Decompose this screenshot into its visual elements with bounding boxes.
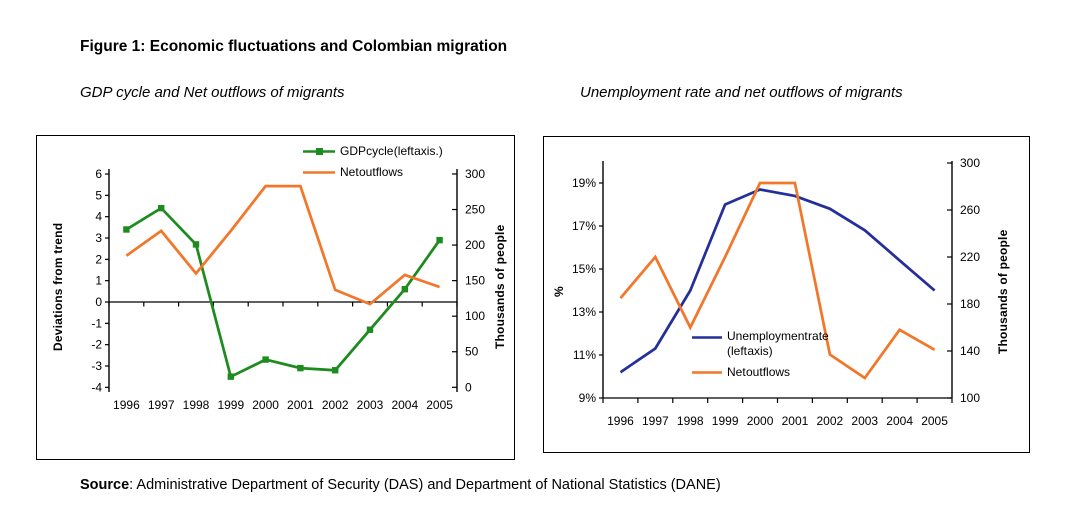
right-axis-tick-label: 50 [465, 345, 479, 359]
right-axis-tick-label: 150 [465, 274, 485, 288]
figure-title: Figure 1: Economic fluctuations and Colo… [80, 38, 508, 55]
x-axis-label: 2003 [851, 414, 878, 428]
series-marker-gdp_green [366, 326, 374, 333]
x-axis-label: 2005 [426, 398, 453, 412]
right-axis-tick-label: 180 [960, 297, 980, 311]
left-axis-tick-label: 4 [95, 210, 102, 224]
series-marker-gdp_green [297, 364, 304, 372]
x-axis-label: 2000 [747, 414, 774, 428]
left-chart-subtitle: GDP cycle and Net outflows of migrants [80, 84, 345, 101]
right-axis-tick-label: 100 [465, 309, 485, 323]
left-axis-tick-label: 2 [95, 252, 102, 266]
left-chart-left-axis-title: Deviations from trend [51, 222, 65, 351]
legend-item-net-outflows-left: Net outflows [303, 165, 443, 180]
x-axis-label: 2003 [357, 398, 384, 412]
x-axis-label: 1998 [183, 398, 210, 412]
left-axis-tick-label: 9% [579, 391, 597, 405]
source-line: Source: Administrative Department of Sec… [80, 477, 721, 493]
series-line-outflows_orange [619, 181, 936, 380]
x-axis-label: 2004 [391, 398, 418, 412]
left-axis-tick-label: 1 [95, 274, 102, 288]
unemployment-line-swatch-icon [692, 336, 722, 339]
x-axis-label: 2005 [921, 414, 948, 428]
left-axis-tick-label: 6 [95, 167, 102, 181]
gdp-line-swatch-icon [303, 148, 335, 155]
legend-label-net-outflows: Net outflows [727, 365, 791, 379]
outflows-line-swatch-icon [303, 171, 335, 174]
legend-item-gdp-cycle: GDP cycle (left axis.) [303, 144, 443, 159]
series-line-unemployment_navy [619, 188, 936, 374]
right-axis-tick-label: 220 [960, 250, 980, 264]
left-axis-tick-label: -4 [91, 380, 102, 394]
outflows-line-swatch-icon [692, 371, 722, 374]
series-marker-gdp_green [227, 373, 234, 380]
series-marker-gdp_green [332, 367, 339, 374]
series-marker-gdp_green [192, 241, 200, 248]
x-axis-label: 1999 [712, 414, 739, 428]
source-label: Source [80, 477, 130, 493]
left-axis-tick-label: -1 [91, 316, 102, 330]
series-marker-gdp_green [436, 236, 443, 244]
right-axis-tick-label: 300 [465, 167, 485, 181]
left-axis-tick-label: -3 [91, 359, 102, 373]
right-axis-tick-label: 0 [465, 380, 472, 394]
x-axis-label: 2004 [886, 414, 913, 428]
right-chart-right-axis-title: Thousands of people [996, 229, 1010, 354]
legend-label-net-outflows: Net outflows [340, 165, 404, 179]
x-axis-label: 2002 [322, 398, 349, 412]
x-axis-label: 1996 [607, 414, 634, 428]
left-chart-right-axis-title: Thousands of people [493, 224, 507, 349]
right-chart-legend: Unemployment rate (left axis) Net outflo… [692, 329, 832, 380]
series-line-gdp_green [125, 206, 441, 379]
right-axis-tick-label: 140 [960, 344, 980, 358]
x-axis-label: 1998 [677, 414, 704, 428]
series-marker-gdp_green [401, 286, 408, 293]
left-axis-tick-label: 15% [572, 262, 596, 276]
series-marker-gdp_green [158, 204, 165, 212]
right-axis-tick-label: 250 [465, 203, 485, 217]
gdp-outflows-chart: -4 -3 -2 -1 0 1 2 3 4 5 6 0 50 100 150 200 250 300 1996 199… [91, 167, 485, 412]
right-chart-subtitle: Unemployment rate and net outflows of mi… [580, 84, 903, 101]
legend-item-net-outflows-right: Net outflows [692, 365, 832, 380]
source-text: : Administrative Department of Security … [129, 477, 721, 493]
right-axis-tick-label: 260 [960, 203, 980, 217]
series-marker-gdp_green [262, 356, 269, 363]
right-chart-panel: 9% 11% 13% 15% 17% 19% 100 140 180 220 260 300 1996 1… [543, 136, 1030, 453]
series-line-outflows_orange [125, 184, 441, 306]
left-axis-tick-label: 17% [572, 219, 596, 233]
x-axis-label: 1996 [113, 398, 140, 412]
legend-item-unemployment: Unemployment rate (left axis) [692, 329, 832, 359]
right-chart-left-axis-title: % [552, 286, 566, 298]
x-axis-label: 2001 [287, 398, 314, 412]
x-axis-label: 1997 [148, 398, 175, 412]
right-axis-tick-label: 100 [960, 391, 980, 405]
right-axis-tick-label: 200 [465, 238, 485, 252]
left-axis-tick-label: 13% [572, 305, 596, 319]
legend-label-unemployment: Unemployment rate (left axis) [727, 329, 829, 358]
x-axis-label: 2000 [252, 398, 279, 412]
series-marker-gdp_green [123, 226, 130, 233]
right-axis-tick-label: 300 [960, 156, 980, 170]
left-chart-legend: GDP cycle (left axis.) Net outflows [303, 144, 443, 180]
legend-label-gdp-cycle: GDP cycle (left axis.) [340, 144, 443, 158]
left-axis-tick-label: 11% [573, 348, 596, 362]
x-axis-label: 2002 [816, 414, 843, 428]
left-axis-tick-label: 5 [95, 188, 102, 202]
left-axis-tick-label: 19% [572, 176, 596, 190]
left-axis-tick-label: 0 [95, 295, 102, 309]
x-axis-label: 2001 [782, 414, 809, 428]
left-axis-tick-label: -2 [91, 338, 102, 352]
x-axis-label: 1999 [217, 398, 244, 412]
unemployment-outflows-chart: 9% 11% 13% 15% 17% 19% 100 140 180 220 260 300 1996 1… [572, 156, 980, 428]
left-chart-panel: -4 -3 -2 -1 0 1 2 3 4 5 6 0 50 100 150 200 250 300 1996 199… [36, 135, 515, 460]
left-axis-tick-label: 3 [95, 231, 102, 245]
x-axis-label: 1997 [642, 414, 669, 428]
